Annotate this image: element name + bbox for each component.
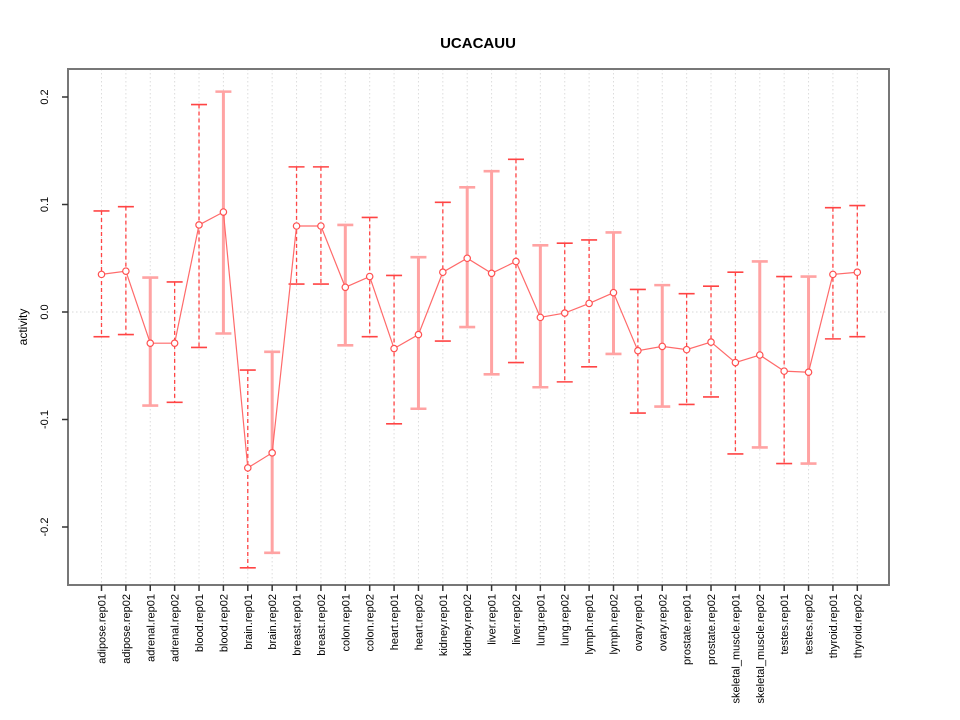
y-tick-label: 0.1 (39, 197, 51, 212)
data-point (536, 313, 545, 322)
x-tick-label: testes.rep01 (779, 594, 791, 655)
x-tick-label: kidney.rep02 (462, 594, 474, 656)
x-tick-label: kidney.rep01 (438, 594, 450, 656)
x-tick-label: thyroid.rep02 (852, 594, 864, 658)
data-point (512, 257, 520, 266)
x-tick-label: lymph.rep01 (584, 594, 596, 655)
data-point (170, 339, 179, 347)
x-tick-label: blood.rep02 (218, 594, 230, 652)
data-point (487, 269, 496, 278)
data-point (585, 299, 593, 308)
x-tick-label: skeletal_muscle.rep02 (755, 594, 767, 703)
x-tick-label: testes.rep02 (804, 594, 816, 655)
data-point (219, 208, 228, 216)
x-tick-label: brain.rep02 (267, 594, 279, 650)
error-bar (678, 292, 695, 406)
x-tick-label: colon.rep01 (340, 594, 352, 652)
x-tick-label: prostate.rep01 (682, 594, 694, 665)
data-point (146, 339, 155, 347)
y-axis-label: activity (16, 309, 30, 346)
data-point (122, 267, 130, 275)
error-bar (703, 285, 720, 398)
error-bar (556, 242, 573, 383)
x-tick-label: adrenal.rep02 (170, 594, 182, 662)
x-tick-label: heart.rep01 (389, 594, 401, 650)
plot-box (67, 68, 890, 586)
data-point (780, 367, 788, 375)
x-tick-label: lung.rep02 (560, 594, 572, 646)
data-point (609, 288, 618, 297)
data-point (463, 254, 472, 263)
error-bar (166, 281, 183, 404)
error-bar (386, 274, 403, 425)
data-point (341, 283, 350, 292)
data-point (707, 338, 715, 346)
data-point (634, 346, 642, 355)
x-tick-label: liver.rep01 (487, 594, 499, 645)
chart-title: UCACAUU (440, 35, 516, 52)
error-bar (434, 201, 451, 342)
data-point (439, 268, 447, 277)
x-tick-label: thyroid.rep01 (828, 594, 840, 658)
x-tick-label: adipose.rep02 (121, 594, 133, 664)
axes: -0.2 -0.1 0.0 0.1 0.2 adipose.rep01 adipose.re… (39, 68, 890, 703)
data-point (317, 222, 325, 230)
x-tick-label: lung.rep01 (535, 594, 547, 646)
y-tick-label: 0.0 (39, 304, 51, 319)
x-tick-label: prostate.rep02 (706, 594, 718, 665)
x-tick-label: liver.rep02 (511, 594, 523, 645)
data-point (829, 270, 837, 279)
data-point (755, 351, 764, 359)
data-point (268, 449, 276, 457)
x-tick-label: blood.rep01 (194, 594, 206, 652)
data-point (804, 368, 813, 377)
y-tick-label: -0.2 (39, 518, 51, 537)
data-point (195, 221, 203, 229)
error-bar (629, 288, 646, 414)
x-tick-label: breast.rep01 (292, 594, 304, 656)
data-point (560, 309, 569, 317)
x-tick-label: colon.rep02 (365, 594, 377, 652)
x-tick-label: adrenal.rep01 (145, 594, 157, 662)
data-point (365, 272, 374, 281)
y-tick-label: 0.2 (39, 89, 51, 104)
x-tick-label: brain.rep01 (243, 594, 255, 650)
x-tick-label: lymph.rep02 (608, 594, 620, 655)
data-point (682, 345, 691, 354)
data-point (243, 464, 252, 472)
data-point (292, 222, 301, 230)
data-point (97, 270, 106, 279)
data-point (731, 358, 740, 367)
x-tick-label: ovary.rep01 (633, 594, 645, 651)
data-series (93, 90, 866, 569)
data-point (414, 330, 423, 339)
x-tick-label: skeletal_muscle.rep01 (730, 594, 742, 703)
x-tick-label: breast.rep02 (316, 594, 328, 656)
y-tick-label: -0.1 (39, 410, 51, 429)
x-tick-label: adipose.rep01 (97, 594, 109, 664)
data-point (390, 344, 398, 353)
data-point (658, 342, 667, 351)
data-point (853, 268, 862, 277)
error-bar (727, 271, 744, 455)
error-bar (93, 210, 110, 338)
series-line (101, 211, 858, 469)
x-tick-label: heart.rep02 (413, 594, 425, 650)
grid-lines (68, 69, 889, 585)
x-tick-label: ovary.rep02 (657, 594, 669, 651)
